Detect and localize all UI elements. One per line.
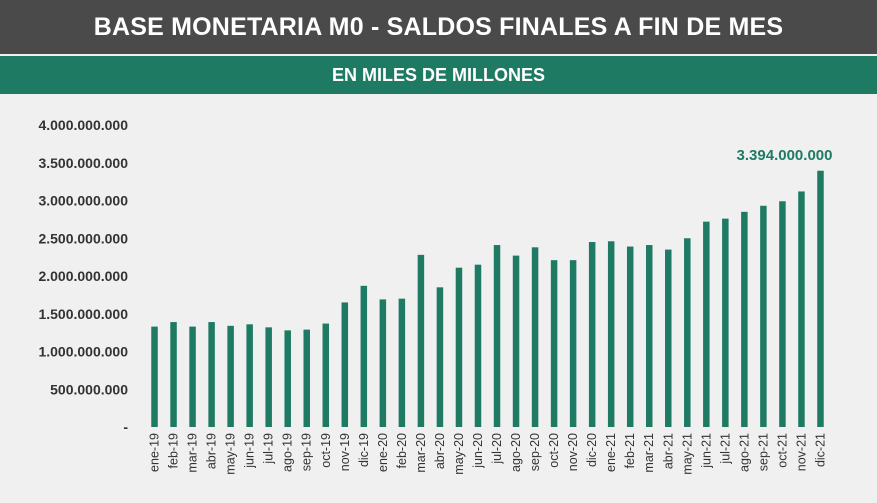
x-tick-label: oct-21 (775, 433, 789, 468)
bar-jul-21 (722, 218, 729, 427)
x-tick-label: jul-19 (262, 433, 276, 465)
x-tick-label: jul-21 (718, 433, 732, 465)
x-axis: ene-19 feb-19 mar-19 abr-19 may-19 jun-19 jul-… (148, 433, 828, 475)
bar-mar-21 (645, 245, 653, 427)
chart-subtitle: EN MILES DE MILLONES (0, 56, 877, 94)
bar-dic-19 (360, 285, 368, 427)
x-tick-label: dic-20 (585, 433, 599, 467)
x-tick-label: ene-19 (148, 433, 162, 472)
x-tick-label: sep-21 (756, 433, 770, 471)
x-tick-label: jun-20 (471, 433, 485, 469)
bar-may-19 (227, 325, 234, 427)
y-tick-label: 4.000.000.000 (38, 117, 128, 133)
annotations: 3.394.000.000 (737, 147, 833, 164)
x-tick-label: nov-20 (566, 433, 580, 471)
x-tick-label: ago-21 (737, 433, 751, 472)
x-tick-label: mar-19 (186, 433, 200, 473)
bar-ago-21 (741, 211, 748, 427)
bar-sep-19 (303, 329, 310, 427)
y-tick-label: 3.000.000.000 (38, 193, 128, 209)
bar-abr-19 (208, 322, 215, 427)
x-tick-label: jun-21 (699, 433, 713, 469)
bar-nov-19 (341, 302, 349, 427)
bar-dic-21 (817, 170, 824, 427)
bar-nov-21 (798, 191, 805, 427)
bar-nov-20 (569, 260, 577, 427)
x-tick-label: sep-19 (300, 433, 314, 471)
bar-ene-19 (151, 326, 158, 427)
y-tick-label: - (123, 419, 128, 435)
bar-jun-21 (703, 221, 710, 427)
x-tick-label: may-19 (224, 433, 238, 475)
x-tick-label: ene-20 (376, 433, 390, 472)
bar-may-21 (684, 238, 691, 427)
bar-ene-20 (379, 299, 387, 427)
x-tick-label: oct-19 (319, 433, 333, 468)
bar-ago-20 (512, 255, 520, 427)
bar-chart: - 500.000.000 1.000.000.000 1.500.000.000 2.… (38, 117, 833, 475)
x-tick-label: ene-21 (604, 433, 618, 472)
x-tick-label: feb-20 (395, 433, 409, 468)
divider (0, 54, 877, 56)
bar-jul-20 (493, 245, 501, 427)
bars (151, 170, 824, 427)
bar-may-20 (455, 267, 463, 427)
x-tick-label: mar-20 (414, 433, 428, 473)
x-tick-label: sep-20 (528, 433, 542, 471)
bar-mar-19 (189, 326, 196, 427)
bar-feb-21 (626, 246, 634, 427)
x-tick-label: ago-19 (281, 433, 295, 472)
bar-oct-19 (322, 323, 330, 427)
x-tick-label: nov-21 (794, 433, 808, 471)
x-tick-label: mar-21 (642, 433, 656, 473)
x-tick-label: nov-19 (338, 433, 352, 471)
x-tick-label: jul-20 (490, 433, 504, 465)
y-tick-label: 2.500.000.000 (38, 230, 128, 246)
y-tick-label: 2.000.000.000 (38, 268, 128, 284)
bar-ene-21 (607, 241, 615, 427)
bar-oct-21 (779, 201, 786, 427)
x-tick-label: oct-20 (547, 433, 561, 468)
x-tick-label: feb-21 (623, 433, 637, 468)
bar-jun-20 (474, 264, 482, 427)
bar-jul-19 (265, 327, 272, 427)
data-label-annotation: 3.394.000.000 (737, 147, 833, 164)
chart-title: BASE MONETARIA M0 - SALDOS FINALES A FIN… (0, 0, 877, 54)
bar-dic-20 (588, 242, 596, 427)
x-tick-label: dic-19 (357, 433, 371, 467)
bar-sep-21 (760, 205, 767, 427)
bar-mar-20 (417, 254, 425, 427)
x-tick-label: abr-21 (661, 433, 675, 469)
bar-jun-19 (246, 324, 253, 427)
bar-oct-20 (550, 260, 558, 427)
y-axis: - 500.000.000 1.000.000.000 1.500.000.000 2.… (38, 117, 128, 435)
x-tick-label: dic-21 (813, 433, 827, 467)
y-tick-label: 1.000.000.000 (38, 344, 128, 360)
x-tick-label: abr-19 (205, 433, 219, 469)
x-tick-label: ago-20 (509, 433, 523, 472)
y-tick-label: 3.500.000.000 (38, 155, 128, 171)
bar-feb-19 (170, 322, 177, 427)
x-tick-label: abr-20 (433, 433, 447, 469)
bar-feb-20 (398, 298, 406, 427)
y-tick-label: 1.500.000.000 (38, 306, 128, 322)
bar-abr-21 (665, 249, 672, 427)
x-tick-label: may-20 (452, 433, 466, 475)
x-tick-label: jun-19 (243, 433, 257, 469)
y-tick-label: 500.000.000 (50, 381, 128, 397)
bar-ago-19 (284, 330, 291, 427)
bar-sep-20 (531, 247, 539, 427)
x-tick-label: feb-19 (167, 433, 181, 468)
x-tick-label: may-21 (680, 433, 694, 475)
bar-abr-20 (436, 287, 444, 427)
